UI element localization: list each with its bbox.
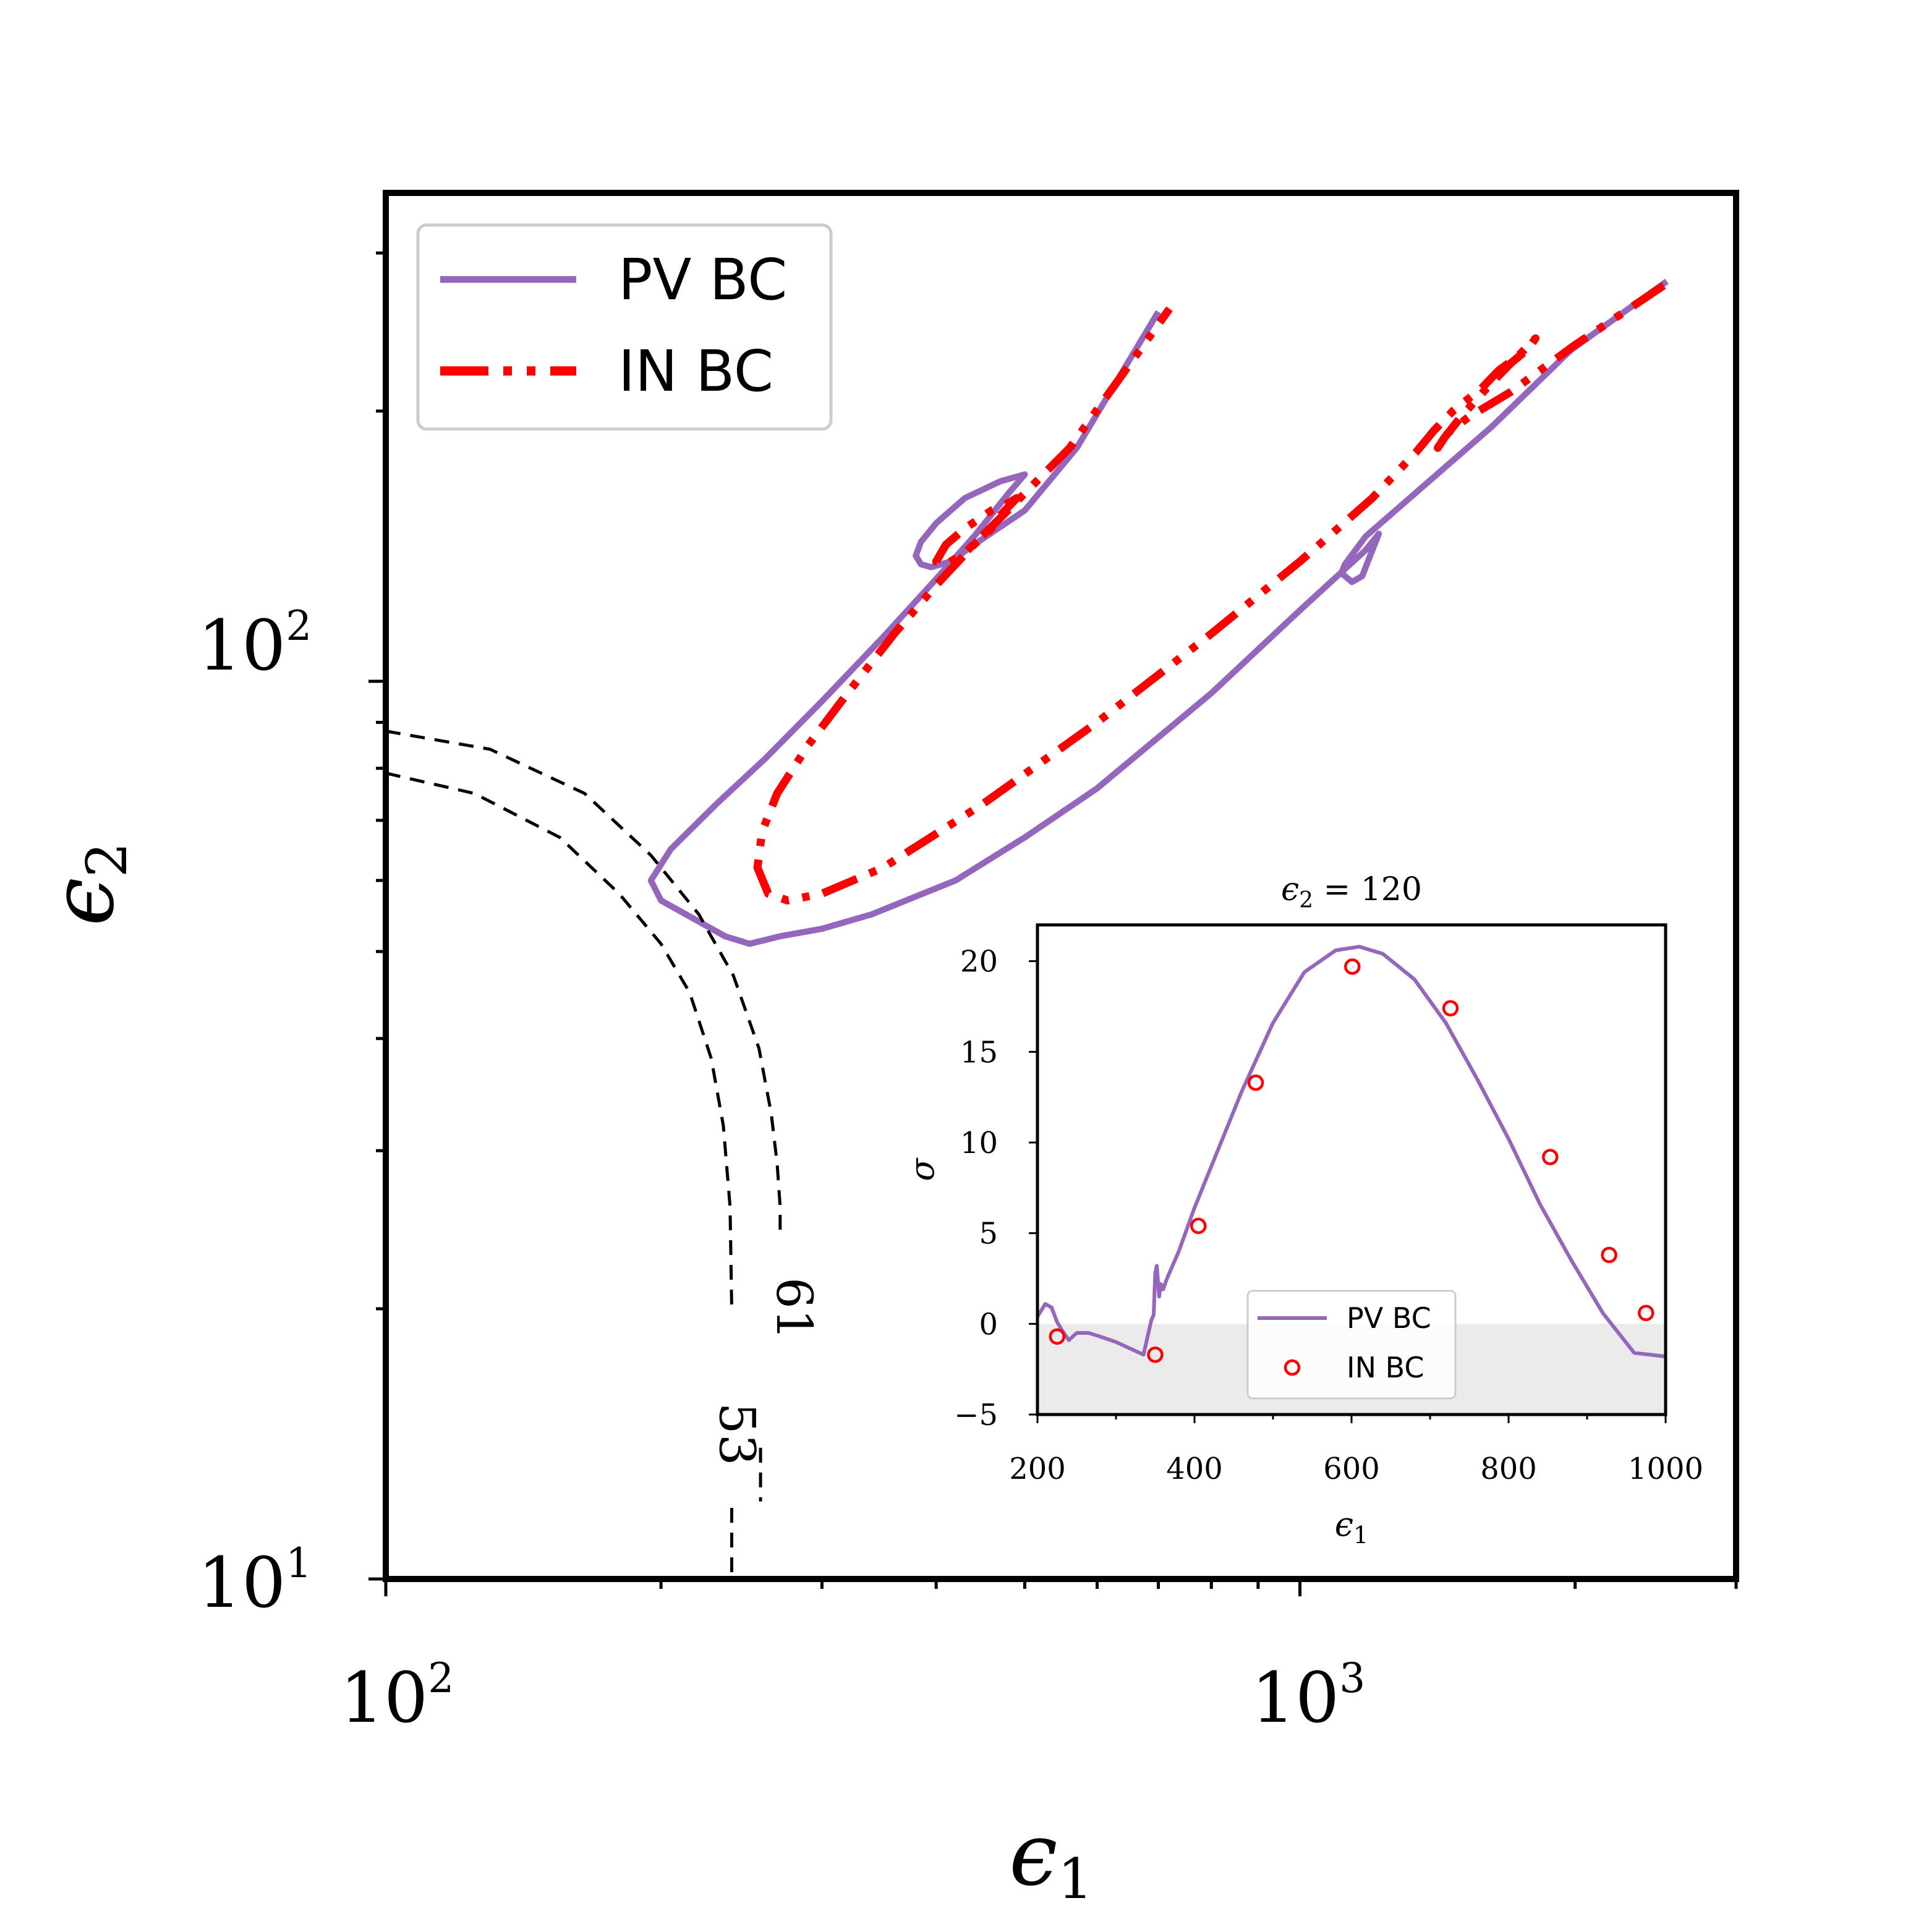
main-series-pv-bc-line [647, 278, 1669, 947]
inset-in-bc-point [1344, 958, 1361, 975]
inset-legend: PV BC IN BC [1246, 1290, 1457, 1400]
inset-legend-label-pv: PV BC [1347, 1301, 1431, 1335]
main-x-tick-label: 102 [340, 1654, 454, 1738]
inset-in-bc-point [1638, 1304, 1654, 1321]
inset-in-bc-point [1247, 1074, 1264, 1091]
contour-label: 53 [708, 1403, 765, 1466]
inset-series-pv-bc-line [1036, 945, 1666, 1359]
inset-chart: ϵ2 = 120 ϵ1 σ 200 400 600 800 1000 −5 0 … [903, 871, 1703, 1549]
main-y-tick-label: 102 [198, 602, 312, 686]
inset-y-tick-label: 0 [979, 1307, 998, 1342]
inset-legend-swatch-in [1284, 1359, 1301, 1376]
inset-ticks [1029, 960, 1667, 1423]
inset-in-bc-point [1601, 1246, 1617, 1264]
inset-y-tick-label: 15 [960, 1035, 998, 1070]
inset-series-group [1036, 945, 1666, 1363]
inset-in-bc-point [1542, 1149, 1559, 1165]
main-y-tick-label: 101 [198, 1539, 312, 1623]
inset-title: ϵ2 = 120 [1281, 871, 1422, 913]
main-ticks [368, 251, 1738, 1596]
inset-in-bc-point [1147, 1346, 1164, 1363]
inset-x-axis-label: ϵ1 [1335, 1505, 1368, 1549]
inset-in-bc-point [1190, 1217, 1207, 1235]
contour-label: 61 [765, 1277, 823, 1340]
main-series-contour-line [385, 730, 782, 1238]
main-x-tick-label: 103 [1251, 1654, 1366, 1738]
inset-y-axis-label: σ [903, 1157, 942, 1181]
inset-in-bc-point [1049, 1328, 1066, 1345]
inset-y-tick-label: −5 [954, 1398, 998, 1432]
inset-x-tick-label: 600 [1323, 1452, 1380, 1486]
main-series-in-bc-line [753, 282, 1666, 904]
inset-in-bc-point [1442, 1000, 1459, 1017]
inset-x-tick-label: 800 [1480, 1452, 1537, 1486]
inset-x-tick-label: 400 [1166, 1452, 1223, 1486]
main-axes-frame [383, 190, 1739, 1582]
inset-legend-label-in: IN BC [1347, 1351, 1424, 1384]
main-series-group [385, 278, 1669, 1579]
main-x-axis-label: ϵ1 [1009, 1805, 1093, 1912]
inset-x-tick-label: 200 [1009, 1452, 1066, 1486]
inset-y-tick-label: 10 [960, 1126, 998, 1160]
inset-y-tick-label: 5 [979, 1217, 998, 1251]
inset-x-tick-label: 1000 [1628, 1452, 1703, 1486]
main-legend: PV BC IN BC [416, 223, 833, 431]
main-y-axis-label: ϵ2 [33, 842, 140, 926]
main-legend-label-in: IN BC [618, 338, 773, 404]
main-legend-label-pv: PV BC [618, 247, 787, 313]
inset-y-tick-label: 20 [960, 945, 998, 979]
